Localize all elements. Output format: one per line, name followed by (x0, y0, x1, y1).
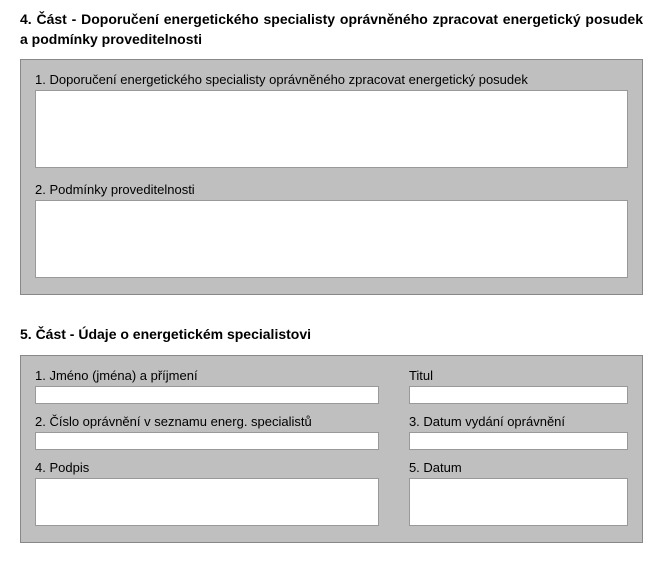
section5-field3-label: 3. Datum vydání oprávnění (409, 414, 628, 429)
section5-field2-input[interactable] (35, 432, 379, 450)
section5-col2-right: 3. Datum vydání oprávnění (409, 414, 628, 450)
section5-title-label: Titul (409, 368, 628, 383)
section5-row3: 4. Podpis 5. Datum (35, 460, 628, 526)
section5-title: 5. Část - Údaje o energetickém specialis… (20, 325, 643, 345)
section4-field2-label: 2. Podmínky proveditelnosti (35, 182, 628, 197)
section4-panel: 1. Doporučení energetického specialisty … (20, 59, 643, 295)
section4-field1-group: 1. Doporučení energetického specialisty … (35, 72, 628, 168)
section4-field2-group: 2. Podmínky proveditelnosti (35, 182, 628, 278)
section5-row2: 2. Číslo oprávnění v seznamu energ. spec… (35, 414, 628, 450)
section5-col1-right: Titul (409, 368, 628, 404)
section5-field1-label: 1. Jméno (jména) a příjmení (35, 368, 379, 383)
section5-field1-input[interactable] (35, 386, 379, 404)
section5-col3-right: 5. Datum (409, 460, 628, 526)
section5-field5-input[interactable] (409, 478, 628, 526)
section5-field3-input[interactable] (409, 432, 628, 450)
section4-field2-input[interactable] (35, 200, 628, 278)
section4-field1-label: 1. Doporučení energetického specialisty … (35, 72, 628, 87)
section5-col1-left: 1. Jméno (jména) a příjmení (35, 368, 379, 404)
section5-field5-label: 5. Datum (409, 460, 628, 475)
section5-col3-left: 4. Podpis (35, 460, 379, 526)
section4-title: 4. Část - Doporučení energetického speci… (20, 10, 643, 49)
section4-field1-input[interactable] (35, 90, 628, 168)
section5-field4-label: 4. Podpis (35, 460, 379, 475)
section5-panel: 1. Jméno (jména) a příjmení Titul 2. Čís… (20, 355, 643, 543)
section5-row1: 1. Jméno (jména) a příjmení Titul (35, 368, 628, 404)
section5-title-input[interactable] (409, 386, 628, 404)
section5-field4-input[interactable] (35, 478, 379, 526)
section5-field2-label: 2. Číslo oprávnění v seznamu energ. spec… (35, 414, 379, 429)
section5-col2-left: 2. Číslo oprávnění v seznamu energ. spec… (35, 414, 379, 450)
